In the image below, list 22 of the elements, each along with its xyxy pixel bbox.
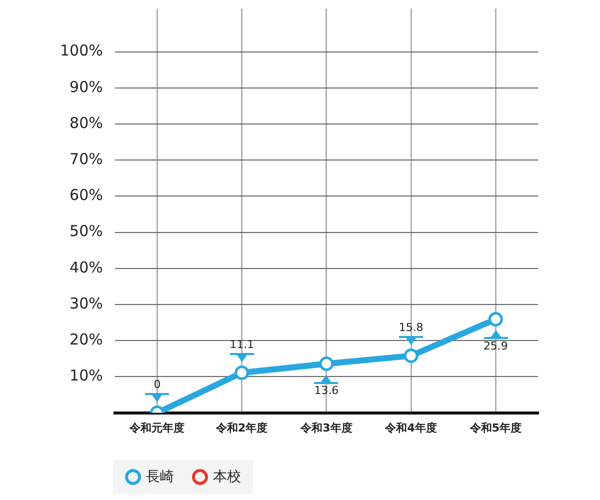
legend-label: 本校 (213, 468, 241, 486)
x-tick-label: 令和4年度 (384, 421, 437, 434)
y-tick-label: 30% (70, 294, 103, 312)
x-tick-label: 令和3年度 (300, 421, 352, 434)
y-tick-label: 90% (70, 78, 103, 96)
y-tick-label: 70% (70, 150, 103, 168)
y-tick-label: 40% (70, 258, 103, 276)
y-tick-label: 100% (60, 42, 103, 60)
y-tick-label: 60% (70, 186, 103, 204)
data-label: 15.8 (398, 321, 424, 334)
y-tick-label: 10% (70, 366, 103, 385)
data-label: 11.1 (230, 338, 254, 352)
legend-label: 長崎 (146, 468, 174, 486)
data-label: 13.6 (314, 384, 339, 398)
data-label: 0 (154, 378, 161, 392)
x-tick-label: 令和2年度 (214, 421, 268, 434)
y-tick-label: 50% (70, 222, 103, 240)
y-tick-label: 80% (70, 114, 103, 132)
data-label: 25.9 (483, 340, 508, 353)
y-tick-label: 20% (70, 330, 103, 348)
x-tick-label: 令和元年度 (128, 421, 185, 434)
x-tick-label: 令和5年度 (468, 421, 522, 434)
